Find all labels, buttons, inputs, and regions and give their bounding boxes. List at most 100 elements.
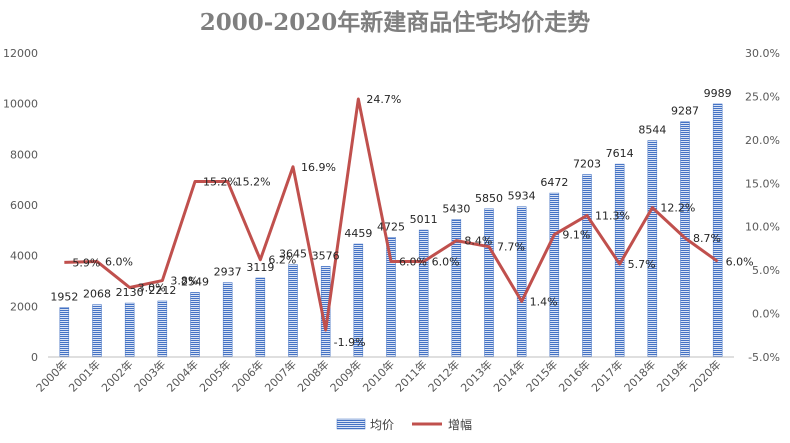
y-right-tick-3: 10.0%	[745, 221, 780, 234]
x-tick-2: 2002年	[98, 357, 135, 394]
line-label-15: 9.1%	[562, 229, 590, 242]
bar-label-11: 5011	[410, 213, 438, 226]
bar-label-16: 7203	[573, 158, 601, 171]
bar-label-10: 4725	[377, 220, 405, 233]
x-tick-16: 2016年	[556, 357, 593, 394]
line-label-0: 5.9%	[72, 256, 100, 269]
line-label-5: 15.2%	[236, 176, 271, 189]
y-left-tick-0: 0	[31, 351, 38, 364]
bar-0	[59, 307, 70, 358]
line-label-11: 6.0%	[432, 255, 460, 268]
bar-label-3: 2212	[148, 284, 176, 297]
y-right-tick-6: 25.0%	[745, 90, 780, 103]
bar-label-15: 6472	[540, 176, 568, 189]
bar-label-7: 3645	[279, 248, 307, 261]
x-tick-10: 2010年	[360, 357, 397, 394]
bar-15	[549, 192, 560, 358]
bar-11	[418, 229, 429, 358]
x-tick-1: 2001年	[66, 357, 103, 394]
y-right-tick-5: 20.0%	[745, 134, 780, 147]
bar-label-12: 5430	[442, 202, 470, 215]
bar-label-18: 8544	[638, 124, 666, 137]
x-tick-3: 2003年	[131, 357, 168, 394]
x-tick-13: 2013年	[458, 357, 495, 394]
bar-4	[190, 292, 200, 358]
line-label-10: 6.0%	[399, 255, 427, 268]
line-label-2: 3.0%	[138, 282, 166, 295]
x-tick-4: 2004年	[164, 357, 201, 394]
y-left-tick-2: 4000	[10, 250, 38, 263]
line-label-19: 8.7%	[693, 232, 721, 245]
line-label-20: 6.0%	[726, 255, 754, 268]
x-tick-9: 2009年	[327, 357, 364, 394]
bar-label-2: 2130	[116, 286, 144, 299]
x-tick-0: 2000年	[33, 357, 70, 394]
line-label-3: 3.8%	[170, 275, 198, 288]
bar-14	[516, 206, 527, 358]
x-tick-12: 2012年	[425, 357, 462, 394]
legend: 均价 增幅	[336, 417, 472, 432]
x-tick-19: 2019年	[654, 357, 691, 394]
bar-label-5: 2937	[214, 266, 242, 279]
line-label-14: 1.4%	[530, 295, 558, 308]
line-label-6: 6.2%	[268, 254, 296, 267]
line-label-4: 15.2%	[203, 176, 238, 189]
x-tick-20: 2020年	[686, 357, 723, 394]
line-label-1: 6.0%	[105, 255, 133, 268]
y-left-tick-4: 8000	[10, 148, 38, 161]
legend-label-bar: 均价	[370, 418, 394, 432]
bar-label-14: 5934	[508, 190, 536, 203]
x-tick-8: 2008年	[294, 357, 331, 394]
bar-2	[124, 302, 135, 358]
y-left-tick-1: 2000	[10, 300, 38, 313]
bar-7	[288, 264, 298, 358]
growth-line	[64, 97, 719, 332]
legend-swatch-bar	[336, 418, 366, 430]
bar-13	[484, 208, 494, 358]
x-tick-17: 2017年	[588, 357, 625, 394]
x-tick-18: 2018年	[621, 357, 658, 394]
bar-label-1: 2068	[83, 288, 111, 301]
y-right-tick-1: 0.0%	[752, 308, 780, 321]
chart-title: 2000-2020年新建商品住宅均价走势	[200, 9, 591, 36]
bar-label-13: 5850	[475, 192, 503, 205]
line-label-18: 12.2%	[660, 202, 695, 215]
bar-6	[255, 277, 266, 358]
y-left-tick-5: 10000	[3, 98, 38, 111]
x-tick-6: 2006年	[229, 357, 266, 394]
data-labels: 1952 2068 2130 2212 2549 2937 3119 3645 3576 4459…	[50, 87, 753, 349]
bar-label-19: 9287	[671, 105, 699, 118]
legend-label-line: 增幅	[448, 417, 472, 432]
x-tick-7: 2007年	[262, 357, 299, 394]
x-tick-15: 2015年	[523, 357, 560, 394]
bar-3	[157, 300, 168, 358]
y-right-tick-4: 15.0%	[745, 177, 780, 190]
x-tick-14: 2014年	[490, 357, 527, 394]
bar-label-9: 4459	[344, 227, 372, 240]
bar-label-4: 2549	[181, 275, 209, 288]
bar-label-6: 3119	[246, 261, 274, 274]
bar-label-17: 7614	[606, 147, 634, 160]
y-left-tick-3: 6000	[10, 199, 38, 212]
y-right-tick-7: 30.0%	[745, 47, 780, 60]
y-right-tick-0: -5.0%	[748, 351, 780, 364]
line-label-16: 11.3%	[595, 209, 630, 222]
line-label-8: -1.9%	[334, 336, 366, 349]
y-right-tick-2: 5.0%	[752, 264, 780, 277]
bar-1	[92, 304, 102, 358]
x-tick-11: 2011年	[392, 357, 429, 394]
x-tick-5: 2005年	[196, 357, 233, 394]
y-left-tick-6: 12000	[3, 47, 38, 60]
bar-series	[59, 103, 723, 358]
bar-18	[647, 140, 658, 358]
bar-label-0: 1952	[50, 291, 78, 304]
bar-label-8: 3576	[312, 249, 340, 262]
line-label-17: 5.7%	[628, 258, 656, 271]
bar-20	[712, 103, 723, 358]
bar-label-20: 9989	[704, 87, 732, 100]
line-label-12: 8.4%	[464, 235, 492, 248]
bar-16	[582, 174, 592, 358]
line-label-9: 24.7%	[366, 93, 401, 106]
